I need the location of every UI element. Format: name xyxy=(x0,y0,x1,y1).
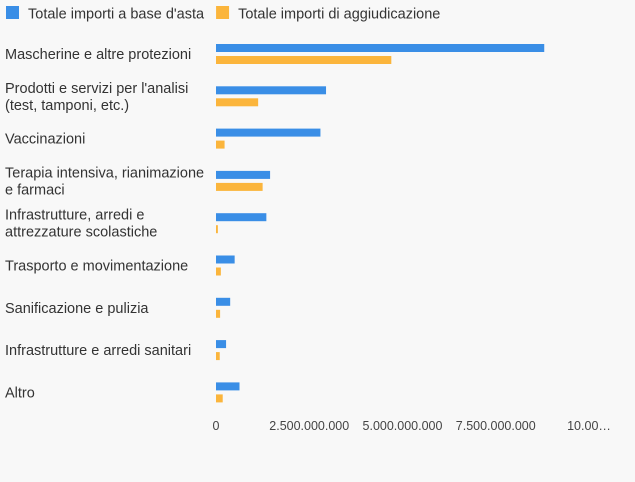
category-label: Sanificazione e pulizia xyxy=(5,301,149,317)
bar-series-2 xyxy=(216,98,259,107)
bar-series-2 xyxy=(216,225,218,234)
bar-series-1 xyxy=(216,170,271,179)
bar-series-1 xyxy=(216,44,545,52)
bar-series-1 xyxy=(216,213,267,222)
category-label: Vaccinazioni xyxy=(5,132,85,148)
category-label: Infrastrutture e arredi sanitari xyxy=(5,343,191,359)
category-label: attrezzature scolastiche xyxy=(5,225,157,241)
legend-label-2: Totale importi di aggiudicazione xyxy=(238,7,440,23)
x-tick-label: 7.500.000.000 xyxy=(456,419,536,433)
bar-series-1 xyxy=(216,86,327,95)
bar-series-2 xyxy=(216,267,221,276)
bar-series-2 xyxy=(216,56,392,64)
bar-series-1 xyxy=(216,382,240,391)
bar-series-1 xyxy=(216,255,235,264)
x-tick-label: 5.000.000.000 xyxy=(363,419,443,433)
legend-swatch-2 xyxy=(216,6,230,19)
legend-swatch-1 xyxy=(6,6,19,19)
x-tick-label: 10.00… xyxy=(567,419,611,433)
category-label: Trasporto e movimentazione xyxy=(5,259,188,275)
category-label: Mascherine e altre protezioni xyxy=(5,47,191,63)
bar-series-2 xyxy=(216,309,221,318)
bar-series-1 xyxy=(216,297,231,306)
bar-series-2 xyxy=(216,182,263,191)
category-label: Prodotti e servizi per l'analisi xyxy=(5,81,188,97)
bar-series-2 xyxy=(216,352,220,361)
category-label: Terapia intensiva, rianimazione xyxy=(5,165,204,181)
bar-series-2 xyxy=(216,394,223,403)
category-label: Infrastrutture, arredi e xyxy=(5,208,144,224)
bar-series-2 xyxy=(216,140,225,149)
legend-label-1: Totale importi a base d'asta xyxy=(28,7,205,23)
bar-series-1 xyxy=(216,128,321,137)
x-tick-label: 0 xyxy=(213,419,220,433)
category-label: e farmaci xyxy=(5,182,65,198)
x-tick-label: 2.500.000.000 xyxy=(269,419,349,433)
category-label: (test, tamponi, etc.) xyxy=(5,98,129,114)
category-label: Altro xyxy=(5,385,35,401)
bar-series-1 xyxy=(216,340,227,349)
